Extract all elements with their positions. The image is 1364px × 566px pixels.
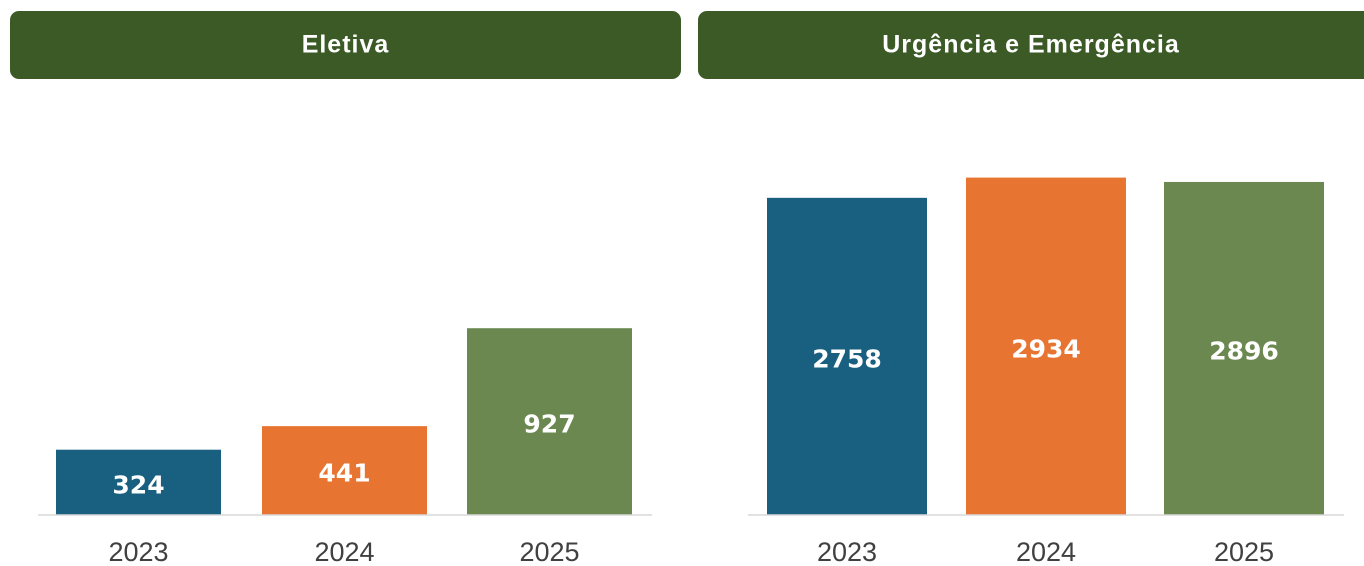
bar [467,328,632,515]
bar [56,449,221,515]
value-label: 2934 [1011,334,1081,363]
bar [966,177,1126,515]
x-tick-label: 2024 [1016,537,1076,566]
chart-title: Eletiva [302,31,390,59]
value-label: 324 [112,470,164,499]
x-tick-label: 2024 [314,537,374,566]
bar [262,426,427,515]
header [10,11,681,79]
header [698,11,1364,79]
x-tick-label: 2023 [108,537,168,566]
value-label: 441 [318,459,370,488]
bar [1164,181,1324,515]
chart-title: Urgência e Emergência [882,31,1180,59]
x-tick-label: 2023 [817,537,877,566]
bar [767,197,927,515]
value-label: 927 [523,410,575,439]
value-label: 2758 [812,344,882,373]
x-tick-label: 2025 [519,537,579,566]
x-tick-label: 2025 [1214,537,1274,566]
value-label: 2896 [1209,336,1279,365]
